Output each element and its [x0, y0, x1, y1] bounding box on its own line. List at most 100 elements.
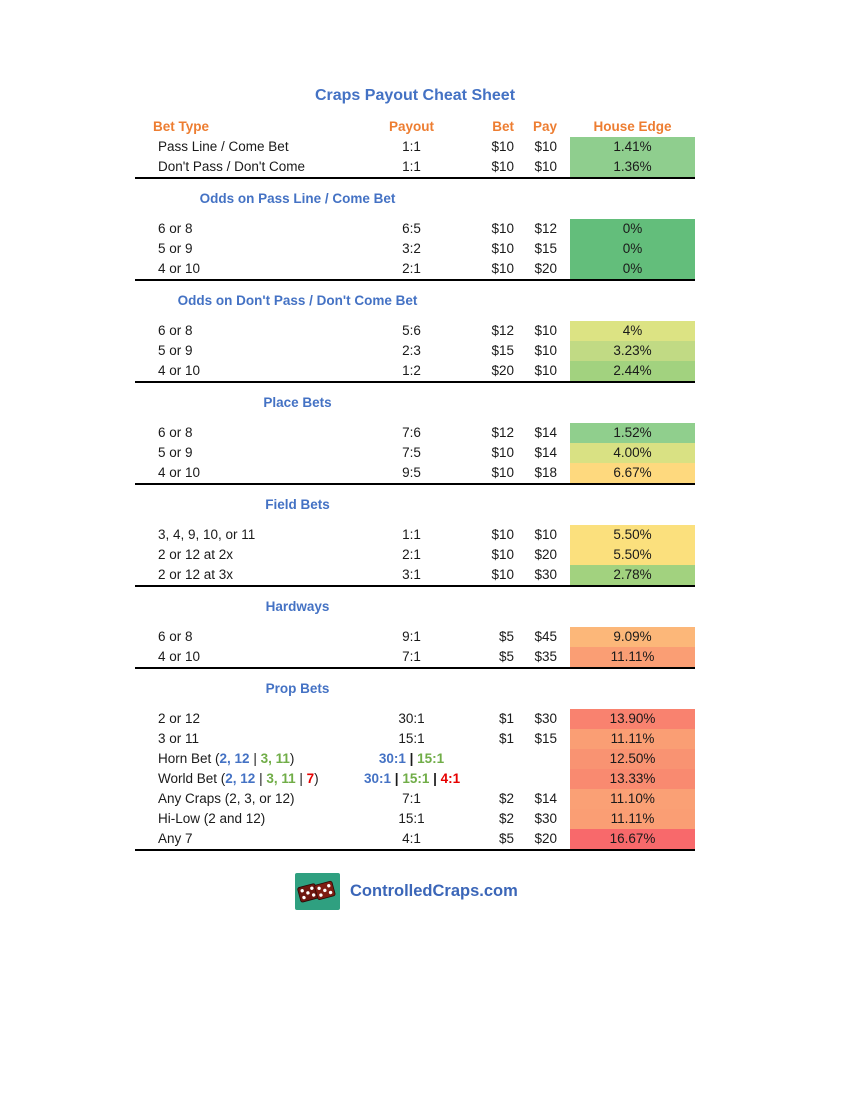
house-edge-cell: 9.09%: [570, 627, 695, 647]
bet-cell: $10: [491, 567, 514, 582]
payout-cell: 5:6: [402, 323, 421, 338]
bet-type-cell: 2 or 12 at 2x: [158, 547, 234, 562]
pay-cell: $30: [534, 567, 557, 582]
payout-cell: 2:1: [402, 261, 421, 276]
section-title: Place Bets: [263, 395, 332, 410]
bet-type-cell: 6 or 8: [158, 629, 193, 644]
house-edge-cell: 6.67%: [570, 463, 695, 483]
bet-type-cell: 4 or 10: [158, 261, 201, 276]
payout-cell: 30:1: [398, 711, 425, 726]
bet-cell: $10: [491, 527, 514, 542]
payout-cell: 3:2: [402, 241, 421, 256]
payout-cell: 7:1: [402, 649, 421, 664]
table-row: World Bet (2, 12 | 3, 11 | 7) 30:1 | 15:1…: [135, 769, 695, 789]
bet-cell: $1: [498, 731, 514, 746]
table-row: 4 or 10 9:5 $10 $18 6.67%: [135, 463, 695, 483]
house-edge-cell: 16.67%: [570, 829, 695, 849]
bet-type-cell: Any 7: [158, 831, 193, 846]
payout-cell: 9:1: [402, 629, 421, 644]
payout-cell: 7:5: [402, 445, 421, 460]
bet-cell: $5: [498, 649, 514, 664]
table-row: 4 or 10 1:2 $20 $10 2.44%: [135, 361, 695, 381]
pay-cell: $35: [534, 649, 557, 664]
bet-cell: $10: [491, 445, 514, 460]
bet-type-cell: Pass Line / Come Bet: [158, 139, 289, 154]
table-row: 6 or 8 7:6 $12 $14 1.52%: [135, 423, 695, 443]
house-edge-cell: 2.78%: [570, 565, 695, 585]
house-edge-cell: 11.11%: [570, 809, 695, 829]
table-sections: Pass Line / Come Bet 1:1 $10 $10 1.41% Don't …: [135, 137, 695, 851]
bet-cell: [459, 749, 514, 769]
table-row: 6 or 8 5:6 $12 $10 4%: [135, 321, 695, 341]
cheat-sheet: Craps Payout Cheat Sheet Bet Type Payout…: [135, 85, 695, 910]
bet-cell: $10: [491, 547, 514, 562]
bet-type-cell: 3 or 11: [158, 731, 200, 746]
bet-type-cell: 6 or 8: [158, 323, 193, 338]
table-row: 4 or 10 2:1 $10 $20 0%: [135, 259, 695, 279]
bet-type-cell: 4 or 10: [158, 465, 201, 480]
bet-type-cell: 2 or 12: [158, 711, 201, 726]
section-title: Odds on Don't Pass / Don't Come Bet: [177, 293, 418, 308]
pay-cell: $20: [534, 831, 557, 846]
house-edge-cell: 1.52%: [570, 423, 695, 443]
site-name: ControlledCraps.com: [350, 882, 518, 900]
house-edge-cell: 1.41%: [570, 137, 695, 157]
column-header-bet-type: Bet Type: [153, 119, 210, 134]
bet-cell: $1: [498, 711, 514, 726]
bet-cell: $10: [491, 261, 514, 276]
pay-cell: $14: [534, 445, 557, 460]
table-row: 3, 4, 9, 10, or 11 1:1 $10 $10 5.50%: [135, 525, 695, 545]
house-edge-cell: 0%: [570, 239, 695, 259]
bet-cell: $10: [491, 139, 514, 154]
bet-type-cell: 2 or 12 at 3x: [158, 567, 234, 582]
bet-cell: $2: [498, 791, 514, 806]
payout-cell: 3:1: [402, 567, 421, 582]
house-edge-cell: 11.10%: [570, 789, 695, 809]
pay-cell: $10: [534, 323, 557, 338]
table-section-group: 6 or 8 7:6 $12 $14 1.52% 5 or 9 7:5 $10 $14 4.00%…: [135, 423, 695, 485]
table-section-group: 6 or 8 5:6 $12 $10 4% 5 or 9 2:3 $15 $10 3.23% 4 o…: [135, 321, 695, 383]
pay-cell: [514, 769, 557, 789]
payout-cell: 7:1: [402, 791, 421, 806]
dice-logo-icon: [295, 873, 340, 910]
pay-cell: $10: [534, 343, 557, 358]
pay-cell: $15: [534, 731, 557, 746]
table-section-group: 3, 4, 9, 10, or 11 1:1 $10 $10 5.50% 2 or 12 …: [135, 525, 695, 587]
bet-type-cell: 6 or 8: [158, 221, 193, 236]
house-edge-cell: 2.44%: [570, 361, 695, 381]
pay-cell: $20: [534, 547, 557, 562]
table-row: 5 or 9 3:2 $10 $15 0%: [135, 239, 695, 259]
pay-cell: $20: [534, 261, 557, 276]
bet-type-cell: 5 or 9: [158, 343, 193, 358]
house-edge-cell: 4%: [570, 321, 695, 341]
table-row: 6 or 8 9:1 $5 $45 9.09%: [135, 627, 695, 647]
bet-type-cell: 4 or 10: [158, 363, 201, 378]
payout-cell: 7:6: [402, 425, 421, 440]
section-title: Field Bets: [265, 497, 330, 512]
table-section-group: Pass Line / Come Bet 1:1 $10 $10 1.41% Don't …: [135, 137, 695, 179]
column-header-house-edge: House Edge: [593, 119, 672, 134]
house-edge-cell: 13.90%: [570, 709, 695, 729]
payout-cell: 15:1: [398, 731, 425, 746]
payout-cell: 1:1: [402, 527, 421, 542]
table-row: 6 or 8 6:5 $10 $12 0%: [135, 219, 695, 239]
pay-cell: $15: [534, 241, 557, 256]
house-edge-cell: 12.50%: [570, 749, 695, 769]
table-section-group: 2 or 12 30:1 $1 $30 13.90% 3 or 11 15:1 $1 $15 11…: [135, 709, 695, 851]
bet-type-cell: 5 or 9: [158, 445, 193, 460]
house-edge-cell: 5.50%: [570, 545, 695, 565]
pay-cell: $30: [534, 711, 557, 726]
bet-cell: $10: [491, 241, 514, 256]
bet-cell: $12: [491, 323, 514, 338]
payout-cell: 30:1 | 15:1: [378, 751, 445, 766]
pay-cell: $14: [534, 425, 557, 440]
table-row: 4 or 10 7:1 $5 $35 11.11%: [135, 647, 695, 667]
column-header-payout: Payout: [388, 119, 434, 134]
table-section-group: 6 or 8 9:1 $5 $45 9.09% 4 or 10 7:1 $5 $35 11.11%: [135, 627, 695, 669]
bet-cell: $5: [498, 629, 514, 644]
pay-cell: $10: [534, 139, 557, 154]
payout-cell: 9:5: [402, 465, 421, 480]
house-edge-cell: 5.50%: [570, 525, 695, 545]
section-title: Odds on Pass Line / Come Bet: [199, 191, 396, 206]
